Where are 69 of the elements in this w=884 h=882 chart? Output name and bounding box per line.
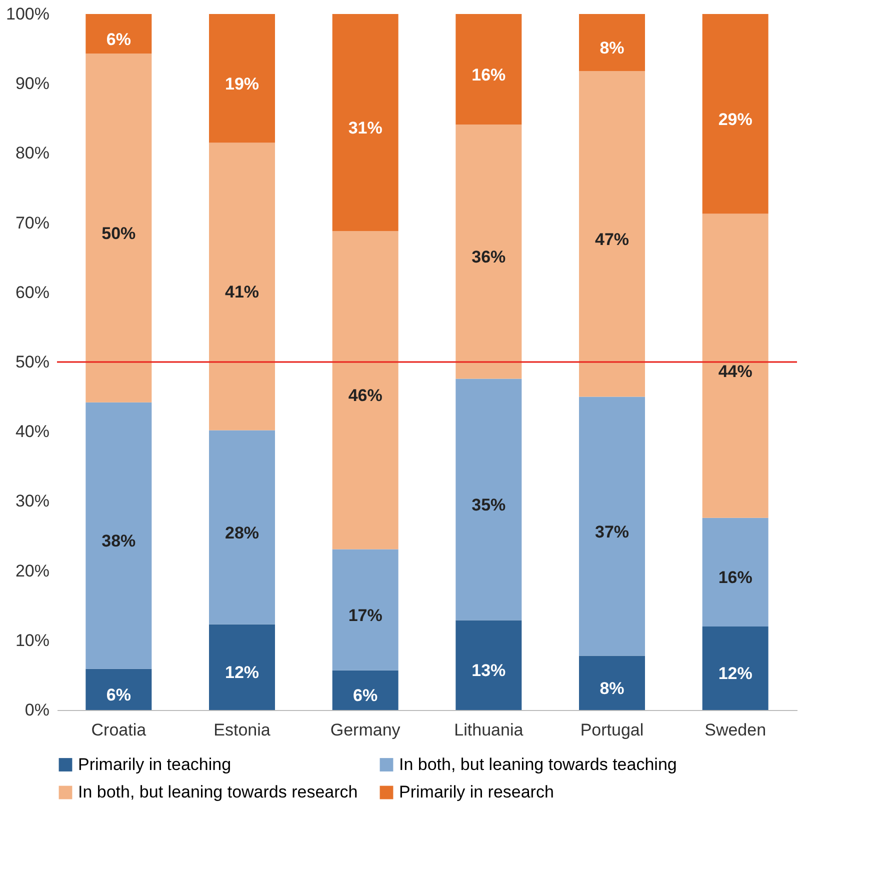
x-tick-label: Germany <box>330 720 401 740</box>
y-tick-label: 10% <box>15 630 50 650</box>
legend-label: In both, but leaning towards research <box>78 782 358 802</box>
data-label: 12% <box>224 663 260 682</box>
bar <box>579 14 645 72</box>
bar <box>702 626 768 710</box>
data-label: 38% <box>102 532 136 551</box>
data-label: 35% <box>472 495 506 514</box>
legend-label: In both, but leaning towards teaching <box>399 754 677 774</box>
bar <box>86 14 152 54</box>
bar <box>86 402 152 669</box>
bar <box>579 71 645 397</box>
x-tick-label: Sweden <box>704 720 766 740</box>
y-tick-label: 40% <box>15 422 50 442</box>
data-label: 16% <box>472 65 506 84</box>
data-label: 8% <box>600 38 624 58</box>
bar <box>579 656 645 710</box>
data-label: 6% <box>353 686 378 706</box>
bar <box>209 430 275 624</box>
bar <box>332 670 398 710</box>
data-label: 16% <box>718 568 752 588</box>
bar <box>456 378 522 620</box>
legend-label: Primarily in teaching <box>78 754 232 774</box>
bar <box>209 624 275 710</box>
data-label: 6% <box>106 30 131 49</box>
data-label: 44% <box>718 362 752 381</box>
bar <box>456 124 522 379</box>
bar <box>702 14 768 214</box>
bar <box>86 668 152 710</box>
data-label: 17% <box>348 606 382 625</box>
y-tick-label: 90% <box>15 74 50 94</box>
bar <box>209 14 275 143</box>
data-label: 8% <box>600 678 624 698</box>
y-tick-label: 20% <box>15 561 50 580</box>
y-tick-label: 60% <box>15 282 50 302</box>
data-label: 47% <box>594 230 630 249</box>
bar <box>456 14 522 125</box>
bar <box>209 142 275 430</box>
bar <box>456 620 522 710</box>
bar <box>702 214 768 518</box>
data-label: 29% <box>718 110 752 129</box>
data-label: 31% <box>348 118 382 138</box>
data-label: 50% <box>102 224 136 244</box>
data-label: 12% <box>718 664 752 684</box>
bar <box>579 396 645 656</box>
legend-label: Primarily in research <box>399 782 554 802</box>
y-tick-label: 70% <box>15 213 50 232</box>
y-tick-label: 80% <box>15 144 50 163</box>
data-label: 19% <box>224 74 260 94</box>
x-tick-label: Estonia <box>214 720 271 740</box>
bar <box>86 54 152 402</box>
data-label: 28% <box>224 523 260 542</box>
data-label: 41% <box>224 282 260 302</box>
data-label: 36% <box>472 248 506 267</box>
y-tick-label: 30% <box>15 492 50 511</box>
bar <box>332 549 398 670</box>
y-tick-label: 50% <box>15 352 50 372</box>
x-tick-label: Portugal <box>580 720 644 740</box>
x-tick-label: Croatia <box>91 720 147 740</box>
y-tick-label: 100% <box>6 4 50 24</box>
bar <box>332 14 398 232</box>
bar <box>702 518 768 626</box>
data-label: 6% <box>106 685 131 704</box>
x-tick-label: Lithuania <box>454 720 524 740</box>
bar <box>332 231 398 550</box>
data-label: 37% <box>594 522 630 542</box>
data-label: 13% <box>472 661 506 680</box>
data-label: 46% <box>348 386 382 406</box>
y-tick-label: 0% <box>24 700 50 720</box>
